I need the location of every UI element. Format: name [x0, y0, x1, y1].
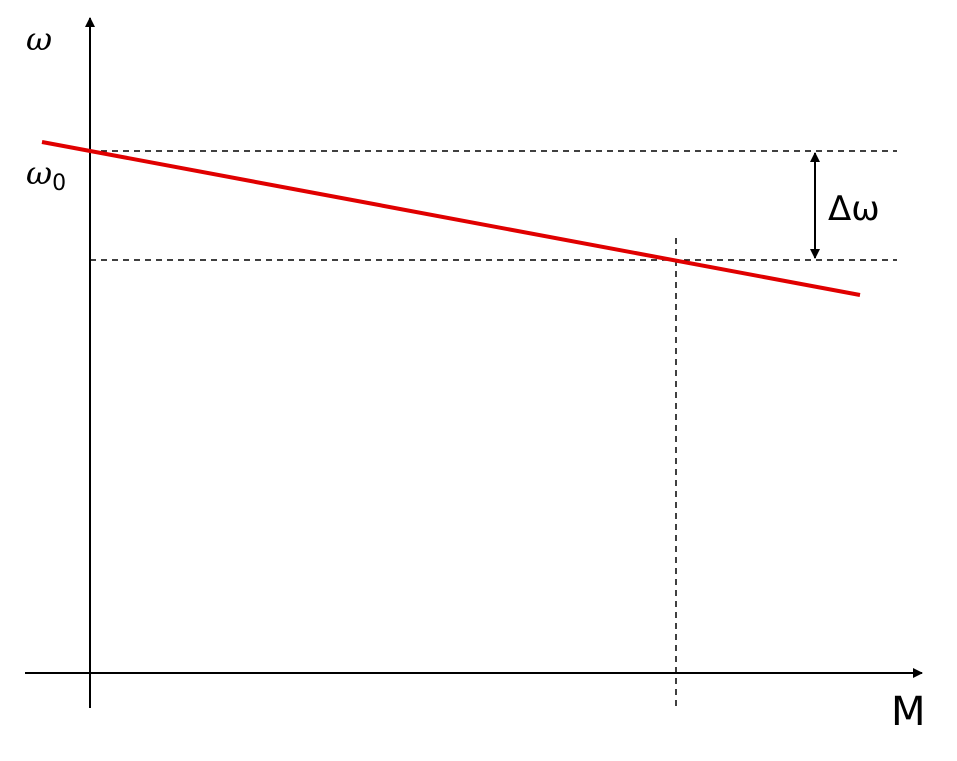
omega0-subscript: 0 — [52, 171, 66, 196]
y-axis-label: ω — [26, 20, 52, 58]
x-axis-label: M — [891, 689, 926, 735]
delta-label: Δω — [828, 189, 880, 229]
characteristic-line — [41, 140, 861, 297]
omega0-label: ω0 — [26, 154, 66, 196]
omega0-symbol: ω — [26, 154, 52, 192]
